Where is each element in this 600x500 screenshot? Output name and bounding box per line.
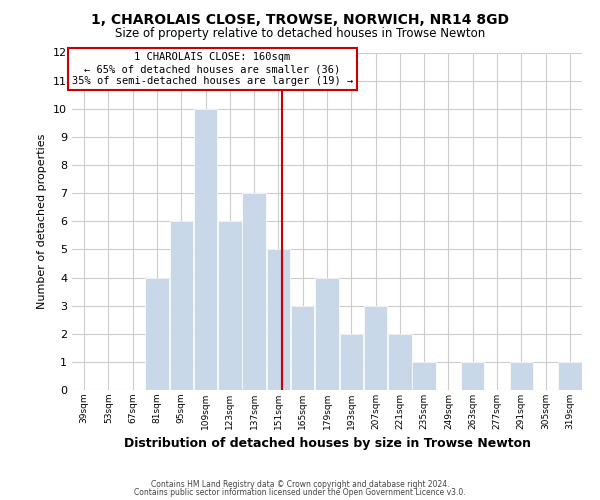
Bar <box>242 193 266 390</box>
Bar <box>509 362 533 390</box>
Text: Contains HM Land Registry data © Crown copyright and database right 2024.: Contains HM Land Registry data © Crown c… <box>151 480 449 489</box>
Bar <box>558 362 581 390</box>
X-axis label: Distribution of detached houses by size in Trowse Newton: Distribution of detached houses by size … <box>124 438 530 450</box>
Bar <box>412 362 436 390</box>
Text: 1, CHAROLAIS CLOSE, TROWSE, NORWICH, NR14 8GD: 1, CHAROLAIS CLOSE, TROWSE, NORWICH, NR1… <box>91 12 509 26</box>
Bar <box>267 250 290 390</box>
Text: Size of property relative to detached houses in Trowse Newton: Size of property relative to detached ho… <box>115 28 485 40</box>
Bar <box>218 221 242 390</box>
Bar <box>145 278 169 390</box>
Bar <box>194 109 217 390</box>
Y-axis label: Number of detached properties: Number of detached properties <box>37 134 47 309</box>
Bar <box>291 306 314 390</box>
Bar <box>364 306 387 390</box>
Bar <box>388 334 412 390</box>
Bar <box>170 221 193 390</box>
Bar <box>461 362 484 390</box>
Text: 1 CHAROLAIS CLOSE: 160sqm
← 65% of detached houses are smaller (36)
35% of semi-: 1 CHAROLAIS CLOSE: 160sqm ← 65% of detac… <box>72 52 353 86</box>
Text: Contains public sector information licensed under the Open Government Licence v3: Contains public sector information licen… <box>134 488 466 497</box>
Bar <box>315 278 339 390</box>
Bar <box>340 334 363 390</box>
